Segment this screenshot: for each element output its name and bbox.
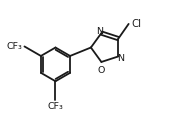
Text: CF₃: CF₃ bbox=[7, 42, 23, 50]
Text: O: O bbox=[97, 66, 105, 75]
Text: CF₃: CF₃ bbox=[48, 101, 63, 110]
Text: Cl: Cl bbox=[131, 19, 141, 29]
Text: N: N bbox=[117, 53, 124, 62]
Text: N: N bbox=[96, 27, 103, 36]
